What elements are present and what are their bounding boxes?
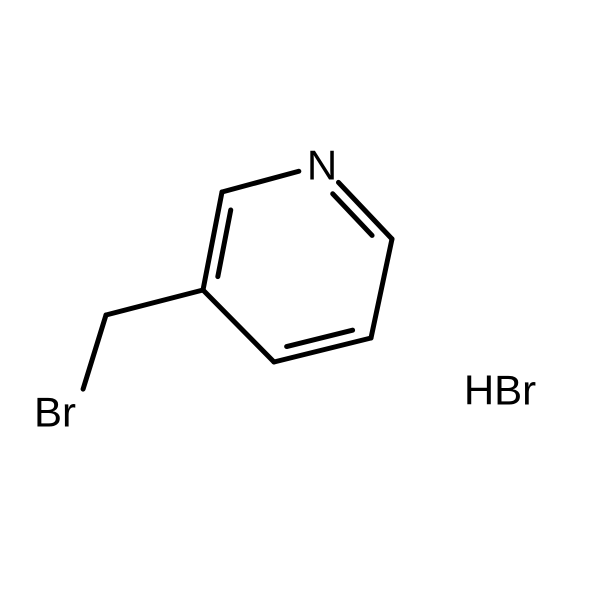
bond-C3-C4 <box>274 338 371 362</box>
bond-C2-C3 <box>371 239 392 338</box>
atom-label-Br1: Br <box>34 389 76 436</box>
molecule-diagram: N Br HBr <box>0 0 600 600</box>
atom-label-N: N <box>307 142 337 189</box>
bond-inner-C5-C6 <box>218 210 231 277</box>
bond-C7-Br1 <box>83 315 106 389</box>
bond-C6-N <box>222 171 299 192</box>
bond-C4-C5 <box>203 290 274 362</box>
bond-C5-C7 <box>106 290 203 315</box>
salt-label: HBr <box>464 367 536 414</box>
